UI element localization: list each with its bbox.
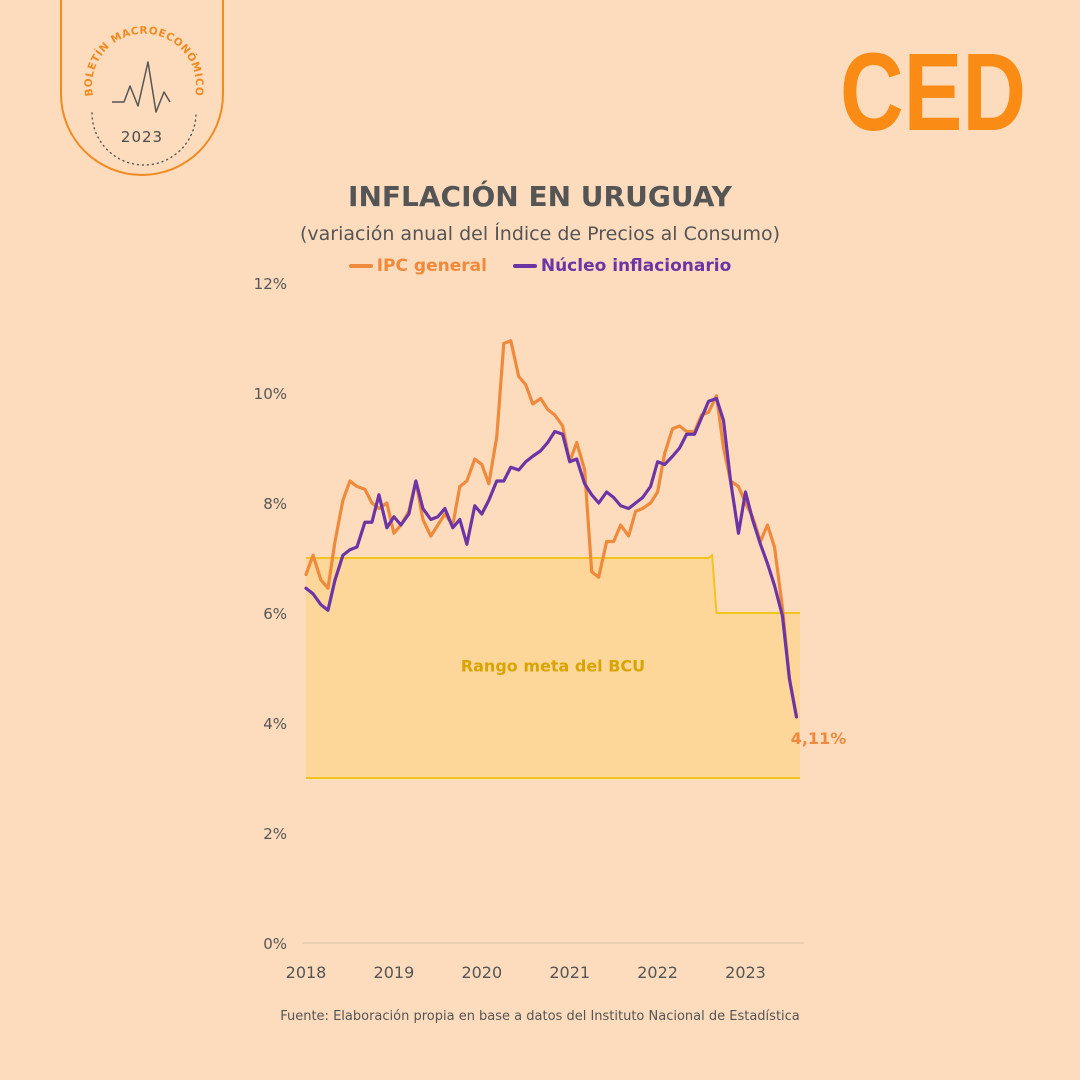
bulletin-badge: BOLETÍN MACROECONÓMICO 2023 bbox=[60, 0, 224, 176]
x-tick-label: 2019 bbox=[374, 963, 415, 982]
badge-graphic: BOLETÍN MACROECONÓMICO bbox=[83, 25, 205, 166]
y-tick-label: 10% bbox=[254, 385, 287, 403]
legend-label-ipc: IPC general bbox=[376, 256, 487, 276]
legend-item-ipc: IPC general bbox=[348, 256, 487, 276]
y-tick-label: 0% bbox=[263, 935, 287, 953]
badge-dotted-arc bbox=[91, 112, 197, 166]
chart-subtitle: (variación anual del Índice de Precios a… bbox=[299, 223, 781, 245]
target-range-band bbox=[306, 555, 800, 778]
x-tick-label: 2018 bbox=[286, 963, 327, 982]
legend-swatch-nucleo bbox=[512, 264, 537, 268]
legend-swatch-ipc bbox=[348, 264, 373, 268]
latest-value-label: 4,11% bbox=[791, 729, 847, 748]
x-tick-label: 2020 bbox=[461, 963, 502, 982]
x-tick-label: 2023 bbox=[725, 963, 766, 982]
legend-item-nucleo: Núcleo inflacionario bbox=[512, 256, 732, 276]
y-tick-label: 4% bbox=[263, 715, 287, 733]
x-tick-label: 2021 bbox=[549, 963, 590, 982]
target-range-label: Rango meta del BCU bbox=[461, 656, 645, 675]
y-tick-label: 8% bbox=[263, 495, 287, 513]
y-tick-label: 6% bbox=[263, 605, 287, 623]
chart-title: INFLACIÓN EN URUGUAY bbox=[348, 180, 732, 213]
target-upper-line bbox=[306, 553, 800, 614]
chart-legend: IPC general Núcleo inflacionario bbox=[0, 256, 1080, 276]
series-line-nucleo-inflacionario bbox=[304, 396, 799, 719]
legend-label-nucleo: Núcleo inflacionario bbox=[540, 256, 732, 276]
x-tick-label: 2022 bbox=[637, 963, 678, 982]
badge-year: 2023 bbox=[120, 128, 164, 146]
ced-logo-text: CED bbox=[840, 38, 1026, 138]
pulse-line-icon bbox=[112, 61, 171, 113]
y-tick-label: 12% bbox=[254, 275, 287, 293]
source-note: Fuente: Elaboración propia en base a dat… bbox=[280, 1009, 800, 1024]
ced-logo: CED bbox=[840, 38, 1026, 138]
y-tick-label: 2% bbox=[263, 825, 287, 843]
